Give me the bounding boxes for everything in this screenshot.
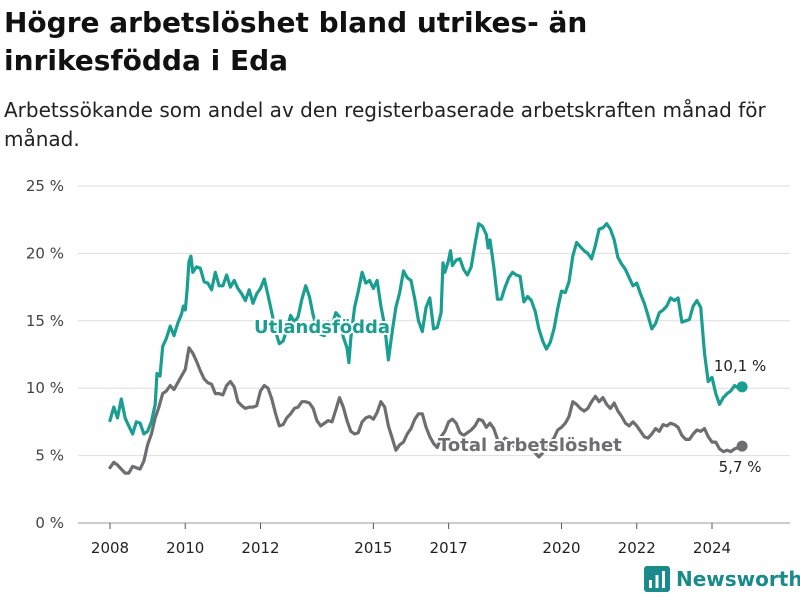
end-label-total: 5,7 % bbox=[719, 458, 762, 476]
x-tick-label: 2010 bbox=[166, 539, 204, 557]
y-tick-label: 20 % bbox=[26, 244, 64, 262]
x-tick-label: 2024 bbox=[693, 539, 731, 557]
y-axis-ticks: 0 % 5 % 10 % 15 % 20 % 25 % bbox=[26, 177, 64, 532]
end-label-utlandsfodda: 10,1 % bbox=[714, 357, 766, 375]
series-end-point-total bbox=[736, 440, 748, 452]
x-tick-label: 2020 bbox=[542, 539, 580, 557]
x-tick-label: 2017 bbox=[430, 539, 468, 557]
x-tick-label: 2022 bbox=[618, 539, 656, 557]
series-end-point-utlandsfodda bbox=[736, 381, 748, 393]
gridlines bbox=[78, 185, 790, 524]
chart-subtitle: Arbetssökande som andel av den registerb… bbox=[4, 98, 766, 151]
y-tick-label: 25 % bbox=[26, 177, 64, 195]
series-line-total bbox=[108, 346, 744, 475]
newsworthy-logo: Newsworthy bbox=[644, 566, 800, 592]
brand-name: Newsworthy bbox=[676, 567, 800, 591]
bar-chart-icon bbox=[644, 566, 670, 592]
series-label-total: Total arbetslöshet bbox=[438, 435, 622, 456]
series-line-utlandsfodda bbox=[108, 222, 744, 436]
y-tick-label: 10 % bbox=[26, 379, 64, 397]
x-tick-label: 2012 bbox=[241, 539, 279, 557]
x-axis-ticks: 2008 2010 2012 2015 2017 2020 2022 2024 bbox=[91, 523, 731, 557]
series-lines bbox=[108, 222, 748, 475]
x-tick-label: 2015 bbox=[354, 539, 392, 557]
series-labels: Utlandsfödda Total arbetslöshet 10,1 % 5,7 … bbox=[252, 315, 768, 478]
y-tick-label: 5 % bbox=[35, 447, 64, 465]
chart-title: Högre arbetslöshet bland utrikes- än inr… bbox=[4, 6, 588, 77]
series-label-utlandsfodda: Utlandsfödda bbox=[254, 317, 390, 338]
y-tick-label: 15 % bbox=[26, 312, 64, 330]
y-tick-label: 0 % bbox=[35, 514, 64, 532]
x-tick-label: 2008 bbox=[91, 539, 129, 557]
